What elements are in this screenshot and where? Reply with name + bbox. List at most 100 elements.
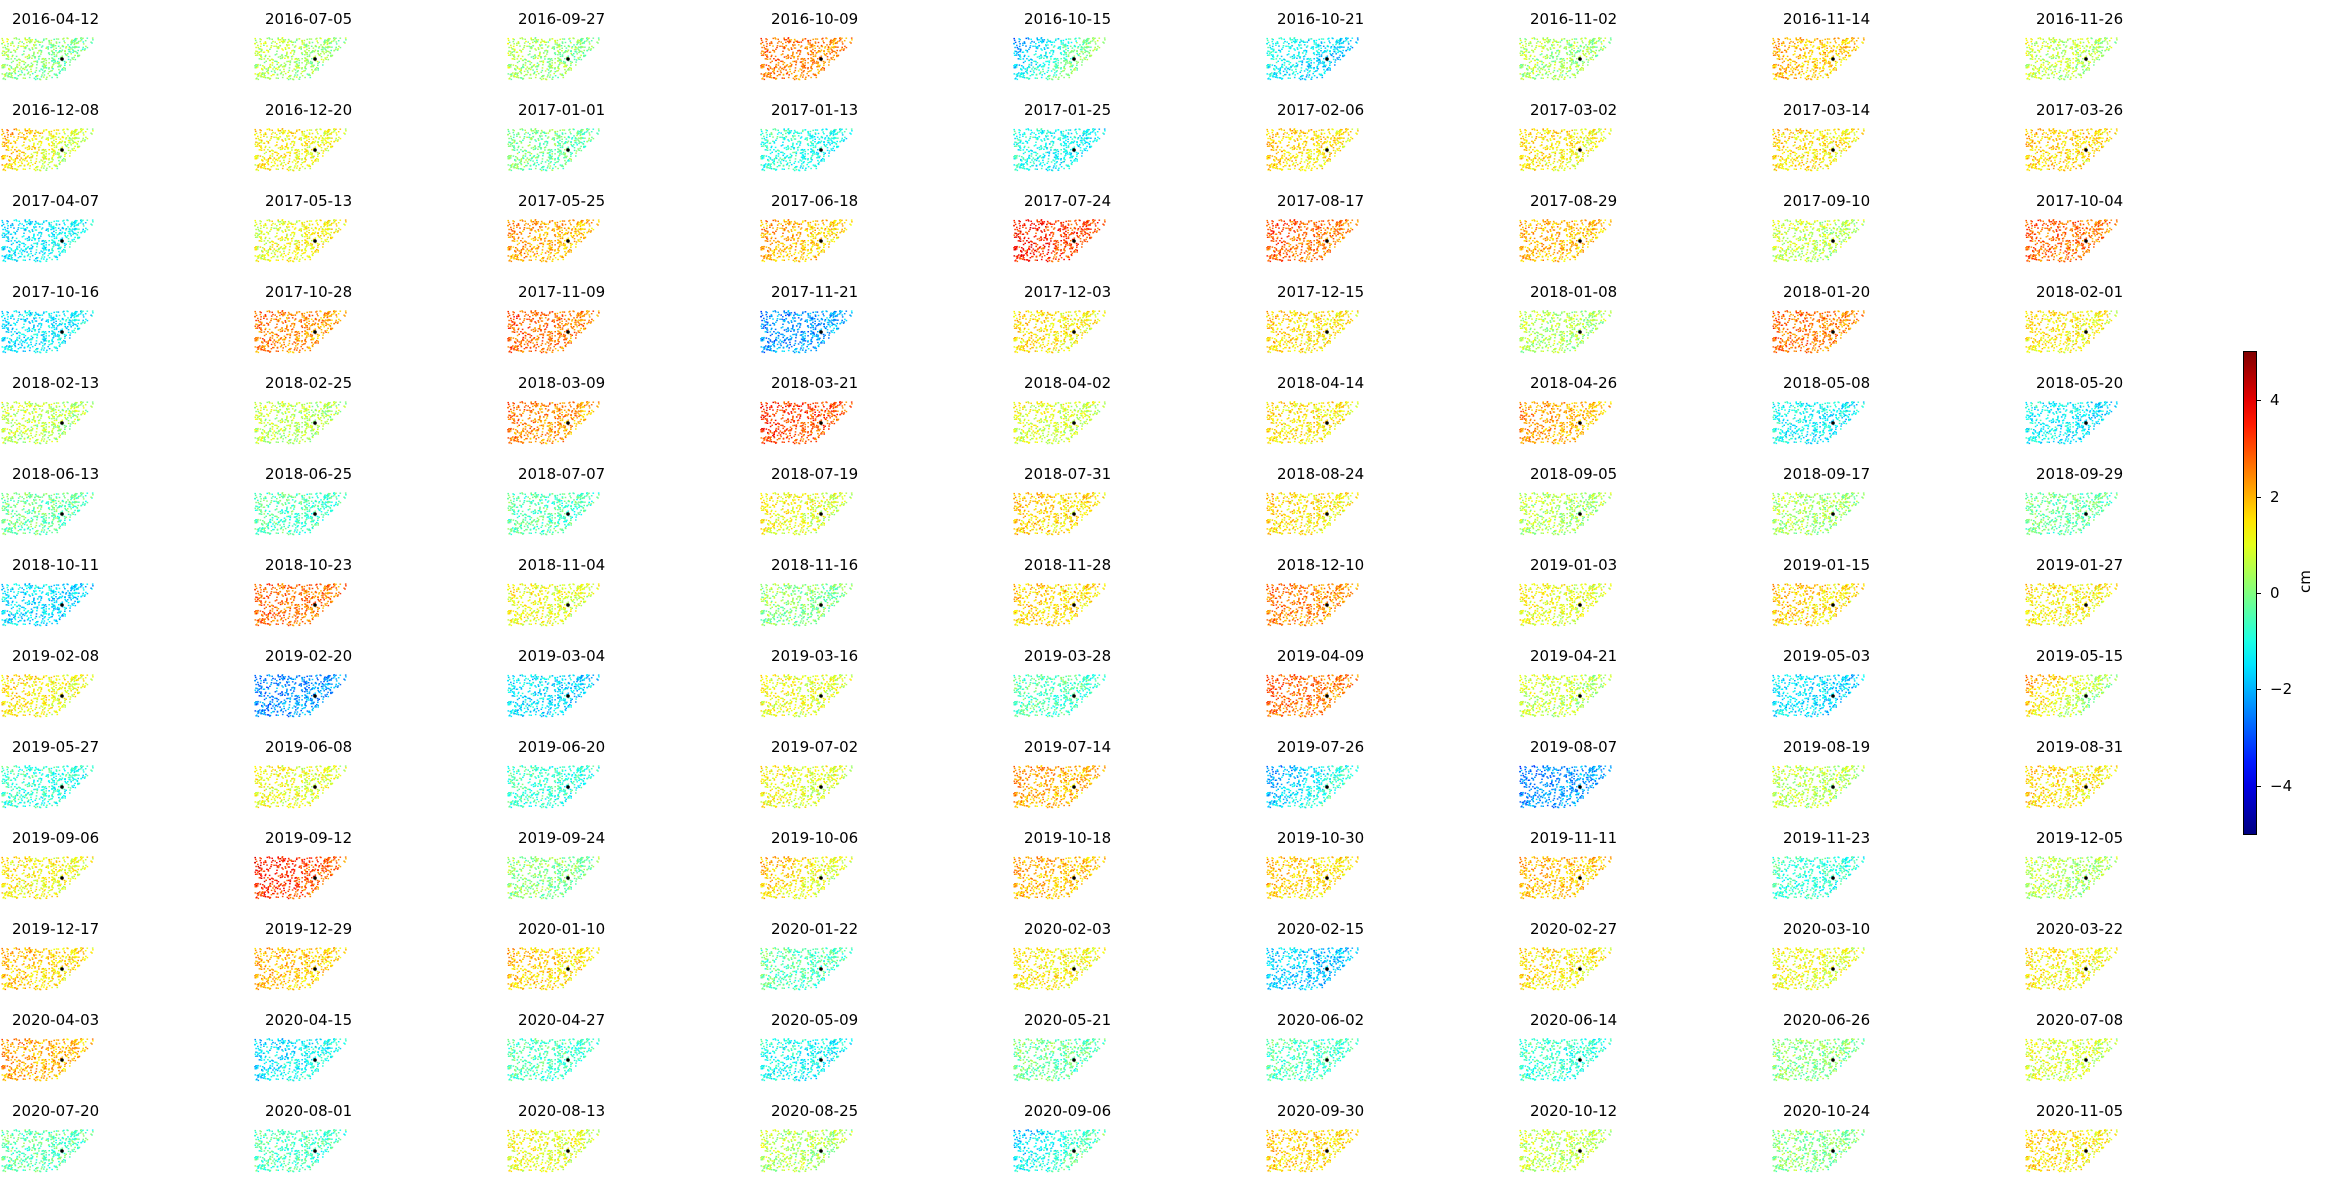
map-pixel (515, 69, 517, 70)
map-pixel (812, 45, 814, 46)
map-pixel (1058, 77, 1060, 78)
map-pixel (806, 48, 808, 49)
map-pixel (1297, 39, 1299, 40)
map-pixel (1791, 46, 1793, 47)
map-pixel (316, 38, 318, 39)
map-pixel (1276, 58, 1278, 59)
map-pixel (1302, 60, 1304, 61)
map-pixel (2036, 55, 2038, 56)
map-pixel (1581, 38, 1583, 39)
map-pixel (330, 56, 332, 57)
map-pixel (1092, 50, 1094, 51)
map-pixel (1548, 71, 1550, 72)
map-pixel (75, 38, 77, 39)
map-pixel (1558, 42, 1560, 43)
map-pixel (2089, 47, 2091, 48)
map-pixel (1290, 39, 1292, 40)
map-pixel (558, 60, 560, 61)
map-pixel (1290, 67, 1292, 68)
map-pixel (1533, 73, 1535, 74)
map-pixel (1588, 44, 1590, 45)
map-pixel (1082, 59, 1084, 60)
map-pixel (48, 52, 50, 53)
map-pixel (303, 42, 305, 43)
map-pixel (559, 45, 561, 46)
map-pixel (1329, 69, 1331, 70)
map-pixel (1272, 64, 1274, 65)
map-pixel (264, 58, 266, 59)
map-pixel (1529, 62, 1531, 63)
map-pixel (46, 79, 48, 80)
map-pixel (51, 40, 53, 41)
map-pixel (570, 61, 572, 62)
map-pixel (45, 153, 47, 154)
map-pixel (1578, 47, 1580, 48)
map-pixel (4, 45, 6, 46)
map-pixel (1352, 47, 1354, 48)
map-pixel (2079, 50, 2081, 51)
map-pixel (591, 46, 593, 47)
map-pixel (1297, 65, 1299, 66)
map-pixel (784, 62, 786, 63)
map-pixel (1828, 77, 1830, 78)
map-pixel (6, 54, 8, 55)
map-pixel (1784, 68, 1786, 69)
map-pixel (335, 38, 337, 39)
map-pixel (333, 40, 335, 41)
map-pixel (1825, 59, 1827, 60)
map-pixel (58, 58, 60, 59)
map-pixel (778, 62, 780, 63)
map-pixel (1554, 70, 1556, 71)
map-pixel (58, 69, 60, 70)
map-pixel (71, 41, 73, 42)
map-pixel (570, 53, 572, 54)
map-pixel (2042, 42, 2044, 43)
map-pixel (562, 43, 564, 44)
map-pixel (1047, 72, 1049, 73)
map-pixel (1827, 56, 1829, 57)
map-pixel (18, 59, 20, 60)
map-pixel (542, 70, 544, 71)
map-pixel (1348, 41, 1350, 42)
map-pixel (529, 51, 531, 52)
map-pixel (266, 68, 268, 69)
map-pixel (1778, 39, 1780, 40)
map-pixel (1569, 57, 1571, 58)
map-pixel (2059, 39, 2061, 40)
map-pixel (255, 64, 257, 65)
map-pixel (335, 47, 337, 48)
map-pixel (12, 61, 14, 62)
map-pixel (41, 58, 43, 59)
map-pixel (18, 42, 20, 43)
map-pixel (2088, 65, 2090, 66)
map-pixel (2111, 47, 2113, 48)
map-pixel (838, 55, 840, 56)
map-pixel (1553, 72, 1555, 73)
map-pixel (42, 72, 44, 73)
map-pixel (773, 77, 775, 78)
map-pixel (1020, 73, 1022, 74)
map-pixel (2028, 53, 2030, 54)
map-pixel (524, 75, 526, 76)
map-pixel (1288, 43, 1290, 44)
map-pixel (820, 69, 822, 70)
map-pixel (541, 39, 543, 40)
map-pixel (815, 38, 817, 39)
map-pixel (50, 47, 52, 48)
map-pixel (277, 37, 279, 38)
map-pixel (1556, 58, 1558, 59)
map-pixel (1053, 58, 1055, 59)
map-pixel (1525, 51, 1527, 52)
map-pixel (821, 45, 823, 46)
map-pixel (64, 53, 66, 54)
map-pixel (811, 51, 813, 52)
map-pixel (1530, 61, 1532, 62)
map-pixel (6, 163, 8, 164)
map-pixel (2067, 40, 2069, 41)
map-pixel (2107, 43, 2109, 44)
map-pixel (540, 42, 542, 43)
map-pixel (1062, 47, 1064, 48)
map-pixel (790, 63, 792, 64)
map-pixel (304, 77, 306, 78)
map-pixel (13, 45, 15, 46)
